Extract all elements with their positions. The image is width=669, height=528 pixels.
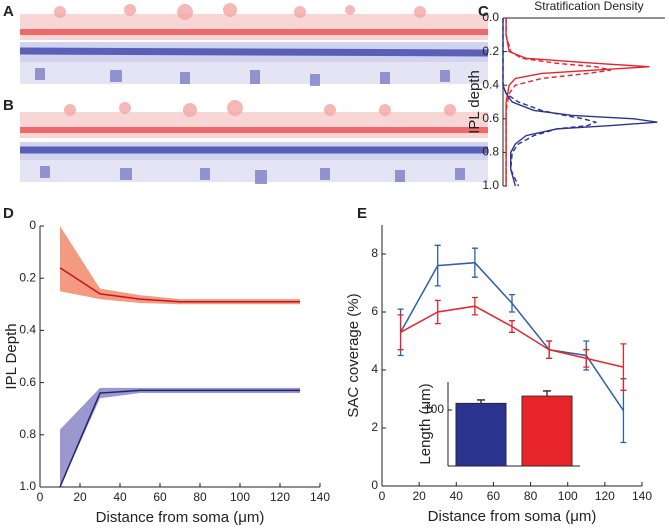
y-tick-label: 1.0 — [482, 178, 499, 192]
y-tick-label: 0.2 — [19, 270, 36, 284]
y-tick-label: 0.2 — [482, 44, 499, 58]
error-bar — [509, 320, 515, 333]
y-axis-label: IPL depth — [466, 70, 483, 134]
error-bar — [434, 244, 441, 287]
chart-title: Stratification Density — [534, 0, 643, 13]
x-tick-label: 80 — [524, 489, 538, 503]
y-tick-label: 0.6 — [19, 375, 36, 389]
y-tick-label: 8 — [371, 246, 378, 260]
y-tick-label: 0 — [371, 478, 378, 492]
series-line — [399, 261, 625, 412]
error-bar — [543, 390, 551, 396]
panel-label: C — [478, 3, 489, 20]
error-bar — [620, 343, 627, 391]
x-tick-label: 140 — [632, 489, 652, 503]
density-line — [505, 18, 612, 186]
x-tick-label: 60 — [153, 490, 167, 504]
y-tick-label: 0.8 — [482, 145, 499, 159]
panel-label: B — [3, 97, 14, 114]
error-bar — [471, 247, 478, 278]
mean-line — [59, 267, 300, 303]
neuron-image-a — [19, 3, 489, 86]
density-line — [505, 18, 650, 186]
x-tick-label: 40 — [113, 490, 127, 504]
error-bar — [583, 349, 590, 368]
error-bar — [477, 399, 485, 404]
density-line — [502, 18, 658, 187]
y-tick-label: 1.0 — [19, 479, 36, 493]
x-tick-label: 0 — [379, 489, 386, 503]
x-tick-label: 60 — [487, 489, 501, 503]
x-tick-label: 80 — [193, 490, 207, 504]
neuron-image-b — [20, 100, 488, 184]
y-tick-label: 2 — [371, 420, 378, 434]
y-axis-label: IPL Depth — [3, 323, 20, 389]
bar — [455, 402, 507, 467]
y-tick-label: 6 — [371, 304, 378, 318]
y-tick-label: 0 — [29, 218, 36, 232]
error-bar — [509, 293, 515, 313]
density-line — [502, 18, 598, 187]
confidence-band — [60, 226, 300, 305]
x-tick-label: 0 — [37, 490, 44, 504]
y-axis-label: SAC coverage (%) — [345, 293, 362, 417]
x-tick-label: 100 — [558, 489, 578, 503]
x-axis-label: Distance from soma (μm) — [428, 508, 597, 525]
y-tick-label: 0.4 — [19, 323, 36, 337]
x-axis-label: Distance from soma (μm) — [96, 509, 265, 526]
x-tick-label: 140 — [310, 490, 330, 504]
panel-label: E — [357, 205, 367, 222]
x-tick-label: 100 — [230, 490, 250, 504]
y-axis-label: Length (μm) — [417, 383, 434, 464]
error-bar — [546, 340, 553, 360]
error-bar — [471, 296, 478, 316]
x-tick-label: 40 — [450, 489, 464, 503]
x-tick-label: 20 — [73, 490, 87, 504]
x-tick-label: 120 — [595, 489, 615, 503]
x-tick-label: 20 — [412, 489, 426, 503]
series-line — [400, 305, 624, 368]
mean-line — [59, 389, 300, 488]
y-tick-label: 0.4 — [482, 77, 499, 91]
error-bar — [397, 314, 404, 351]
y-tick-label: 0.8 — [19, 427, 36, 441]
y-tick-label: 4 — [371, 362, 378, 376]
y-tick-label: 0.6 — [482, 111, 499, 125]
y-tick-label: 100 — [424, 402, 444, 416]
x-tick-label: 120 — [270, 490, 290, 504]
bar — [521, 395, 573, 467]
error-bar — [434, 299, 441, 325]
panel-label: A — [3, 3, 14, 20]
y-tick-label: 0.0 — [482, 10, 499, 24]
panel-label: D — [3, 205, 14, 222]
